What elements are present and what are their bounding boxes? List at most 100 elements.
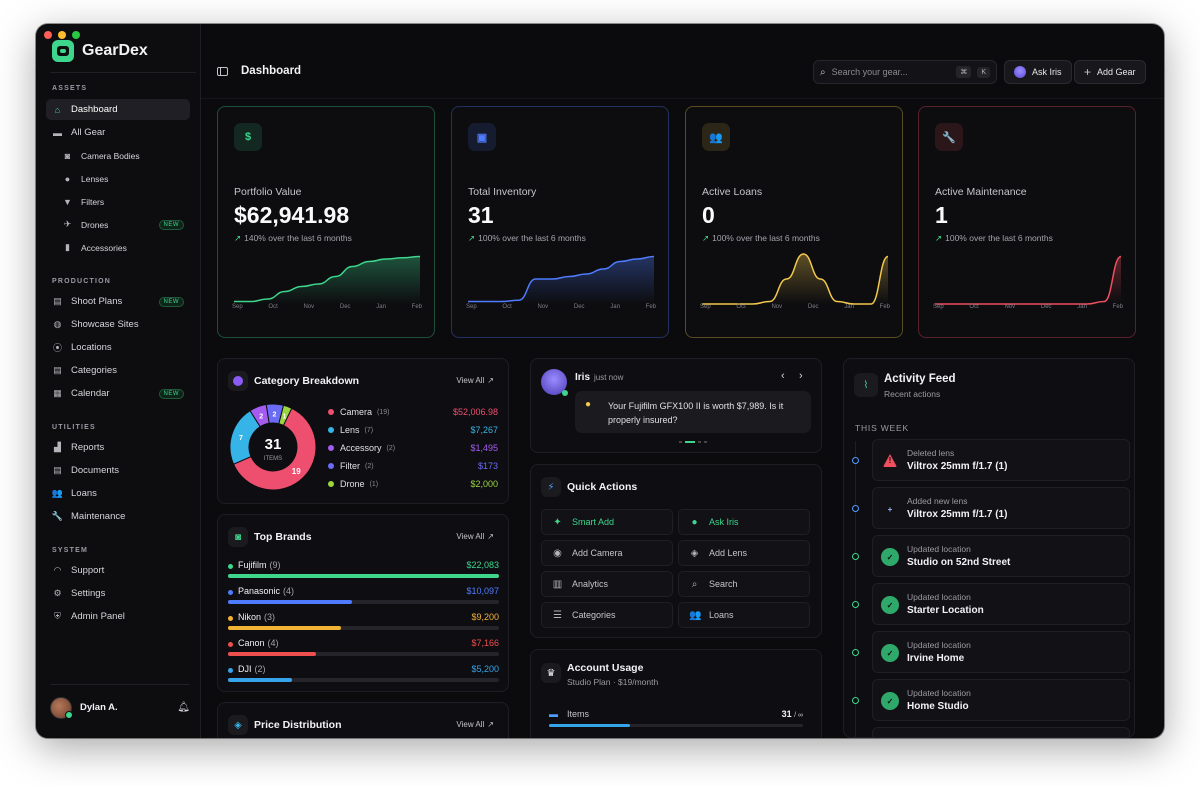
sidebar-toggle-icon[interactable] — [217, 67, 228, 76]
donut-slice-camera[interactable] — [232, 407, 317, 491]
message-text: Your Fujifilm GFX100 II is worth $7,989.… — [608, 401, 784, 425]
stat-change: ↗ 100% over the last 6 months — [702, 233, 820, 244]
carousel-dots[interactable] — [679, 441, 707, 443]
brand-row[interactable]: Nikon (3) $9,200 — [228, 612, 499, 636]
activity-item[interactable]: + Added new lens Viltrox 25mm f/1.7 (1) — [872, 487, 1130, 529]
legend-item[interactable]: Accessory (2) $1,495 — [328, 441, 498, 455]
sidebar-item-admin-panel[interactable]: ⛨ Admin Panel — [46, 606, 190, 627]
stat-card[interactable]: ▣ Total Inventory 31 ↗ 100% over the last 6 … — [451, 106, 669, 338]
sidebar-item-dashboard[interactable]: ⌂ Dashboard — [46, 99, 190, 120]
search-input[interactable] — [831, 67, 951, 77]
brand-row[interactable]: DJI (2) $5,200 — [228, 664, 499, 688]
sidebar-item-label: Lenses — [81, 173, 109, 184]
activity-item[interactable]: ✓ Updated location Studio on 52nd Street — [872, 535, 1130, 577]
minimize-window-button[interactable] — [58, 31, 66, 39]
activity-item[interactable]: ! Deleted lens Viltrox 25mm f/1.7 (1) — [872, 439, 1130, 481]
sidebar-item-maintenance[interactable]: 🔧 Maintenance — [46, 506, 190, 527]
legend-item[interactable]: Camera (19) $52,006.98 — [328, 405, 498, 419]
view-all-categories-link[interactable]: View All ↗ — [456, 376, 494, 385]
timeline-dot — [852, 553, 859, 560]
view-all-brands-link[interactable]: View All ↗ — [456, 532, 494, 541]
sparkline-chart — [701, 253, 889, 305]
sidebar-item-loans[interactable]: 👥 Loans — [46, 483, 190, 504]
zoom-window-button[interactable] — [72, 31, 80, 39]
sidebar-item-support[interactable]: ◠ Support — [46, 560, 190, 581]
sidebar-item-settings[interactable]: ⚙ Settings — [46, 583, 190, 604]
check-icon: ✓ — [881, 596, 899, 614]
smart-add-button[interactable]: ✦ Smart Add — [541, 509, 673, 535]
add-lens-button[interactable]: ◈ Add Lens — [678, 540, 810, 566]
legend-value: $7,267 — [470, 425, 498, 435]
sidebar-item-reports[interactable]: ▟ Reports — [46, 437, 190, 458]
month-label: Dec — [573, 304, 585, 310]
new-badge: NEW — [158, 296, 184, 307]
legend-dot — [328, 481, 334, 487]
stat-card[interactable]: 👥 Active Loans 0 ↗ 100% over the last 6 mont… — [685, 106, 903, 338]
action-label: Loans — [709, 610, 734, 620]
sidebar-item-showcase-sites[interactable]: ◍ Showcase Sites — [46, 314, 190, 335]
legend-item[interactable]: Drone (1) $2,000 — [328, 477, 498, 491]
legend-count: (2) — [365, 462, 374, 470]
month-label: Nov — [1004, 304, 1016, 310]
view-all-prices-link[interactable]: View All ↗ — [456, 720, 494, 729]
iris-avatar-icon — [1014, 66, 1026, 78]
stat-card[interactable]: $ Portfolio Value $62,941.98 ↗ 140% over the… — [217, 106, 435, 338]
user-menu[interactable]: Dylan A. 🔔︎ — [50, 684, 190, 724]
sidebar-item-shoot-plans[interactable]: ▤ Shoot Plans NEW — [46, 291, 190, 312]
bell-icon[interactable]: 🔔︎ — [177, 702, 190, 713]
search-button[interactable]: ⌕ Search — [678, 571, 810, 597]
ask-iris-button[interactable]: Ask Iris — [1004, 60, 1072, 84]
analytics-button[interactable]: ▥ Analytics — [541, 571, 673, 597]
document-icon: ▤ — [53, 296, 62, 306]
sparkline-line — [467, 255, 655, 303]
month-label: Jan — [844, 304, 854, 310]
sidebar-item-filters[interactable]: ▼ Filters — [56, 191, 190, 212]
add-gear-button[interactable]: + Add Gear — [1074, 60, 1146, 84]
sidebar-item-all-gear[interactable]: ▬ All Gear — [46, 122, 190, 143]
previous-chevron-icon[interactable]: ‹ — [781, 370, 785, 382]
sidebar-item-documents[interactable]: ▤ Documents — [46, 460, 190, 481]
wrench-icon: 🔧 — [51, 511, 64, 521]
close-window-button[interactable] — [44, 31, 52, 39]
brand-row[interactable]: Fujifilm (9) $22,083 — [228, 560, 499, 584]
donut-slice-drone[interactable] — [278, 404, 293, 427]
activity-item[interactable]: ✓Updated category — [872, 727, 1130, 737]
sidebar-item-accessories[interactable]: ▮ Accessories — [56, 237, 190, 258]
next-chevron-icon[interactable]: › — [799, 370, 803, 382]
activity-item[interactable]: ✓ Updated location Home Studio — [872, 679, 1130, 721]
sidebar-item-camera-bodies[interactable]: ◙ Camera Bodies — [56, 145, 190, 166]
panel-title: Category Breakdown — [254, 375, 360, 387]
app-window: GearDex ASSETS ⌂ Dashboard ▬ All Gear ◙ … — [36, 24, 1164, 738]
stat-change: ↗ 100% over the last 6 months — [468, 233, 586, 244]
sidebar-item-calendar[interactable]: ▦ Calendar NEW — [46, 383, 190, 404]
activity-item[interactable]: ✓ Updated location Irvine Home — [872, 631, 1130, 673]
brand-row[interactable]: Canon (4) $7,166 — [228, 638, 499, 662]
stat-value: 0 — [702, 202, 715, 228]
legend-item[interactable]: Lens (7) $7,267 — [328, 423, 498, 437]
sidebar-item-categories[interactable]: ▤ Categories — [46, 360, 190, 381]
stat-card[interactable]: 🔧 Active Maintenance 1 ↗ 100% over the last … — [918, 106, 1136, 338]
legend-item[interactable]: Filter (2) $173 — [328, 459, 498, 473]
search-box[interactable]: ⌕ ⌘ K — [813, 60, 997, 84]
sidebar-item-label: Drones — [81, 219, 109, 230]
sidebar-item-locations[interactable]: ⦿ Locations — [46, 337, 190, 358]
categories-button[interactable]: ☰ Categories — [541, 602, 673, 628]
month-label: Sep — [232, 304, 243, 310]
sidebar-item-lenses[interactable]: ● Lenses — [56, 168, 190, 189]
sidebar-item-drones[interactable]: ✈ Drones NEW — [56, 214, 190, 235]
month-axis: Sep Oct Nov Dec Jan Feb — [232, 304, 422, 310]
loans-button[interactable]: 👥 Loans — [678, 602, 810, 628]
activity-action: Updated location — [907, 544, 971, 554]
category-breakdown-panel: Category Breakdown View All ↗ 19 7 2 2 1 31 IT… — [217, 358, 509, 504]
activity-item[interactable]: ✓ Updated location Starter Location — [872, 583, 1130, 625]
ask-iris-button[interactable]: ● Ask Iris — [678, 509, 810, 535]
usage-track — [549, 724, 803, 727]
brand[interactable]: GearDex — [52, 40, 148, 62]
legend-value: $52,006.98 — [452, 407, 498, 417]
sidebar-item-label: All Gear — [71, 127, 106, 138]
sidebar-item-label: Loans — [71, 488, 97, 499]
brand-row[interactable]: Panasonic (4) $10,097 — [228, 586, 499, 610]
add-camera-button[interactable]: ◉ Add Camera — [541, 540, 673, 566]
month-label: Nov — [537, 304, 549, 310]
